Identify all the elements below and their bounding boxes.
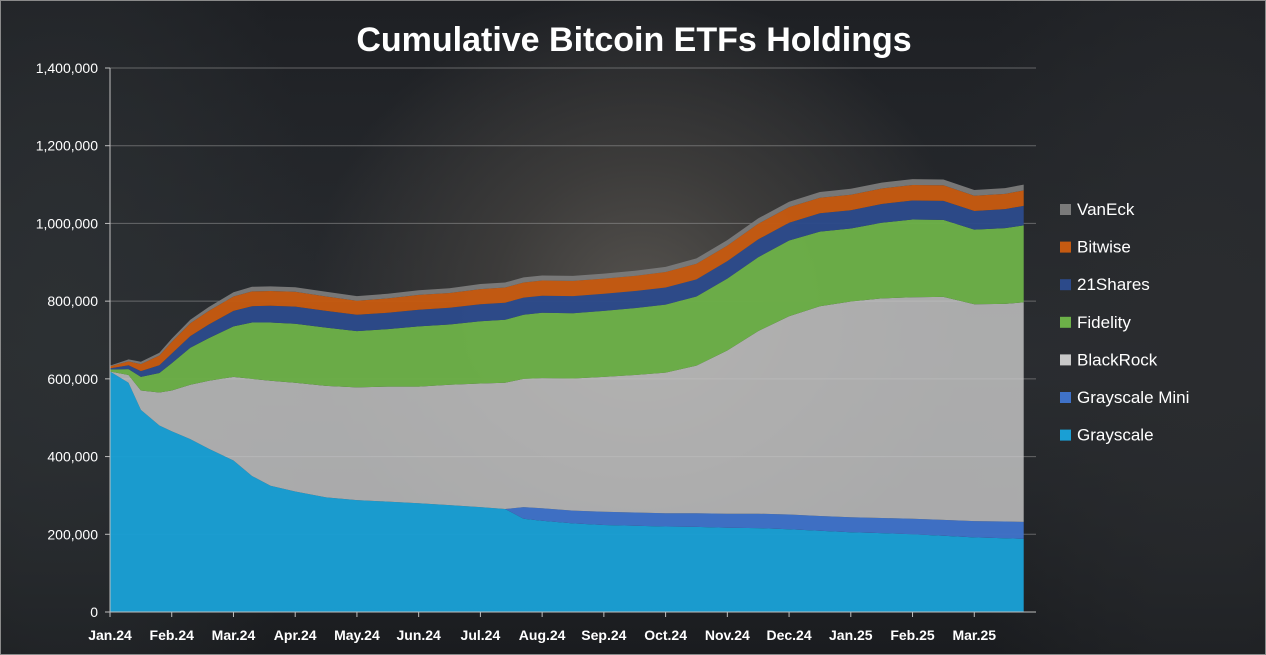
chart-title: Cumulative Bitcoin ETFs Holdings [356, 21, 911, 59]
legend-label-fidelity: Fidelity [1077, 313, 1131, 332]
x-tick-label: Jun.24 [396, 627, 441, 643]
x-tick-label: Nov.24 [705, 627, 750, 643]
legend-label-21shares: 21Shares [1077, 275, 1150, 294]
y-tick-label: 1,200,000 [36, 138, 98, 154]
x-tick-label: Aug.24 [519, 627, 566, 643]
y-tick-label: 400,000 [47, 449, 98, 465]
y-axis-tick-labels: 0 200,000 400,000 600,000 800,000 1,000,000 1,… [36, 60, 99, 620]
legend-label-grayscale-mini: Grayscale Mini [1077, 388, 1189, 407]
axes [105, 67, 1036, 617]
y-tick-label: 200,000 [47, 526, 98, 542]
x-tick-label: Apr.24 [274, 627, 317, 643]
area-series-fidelity [110, 219, 1024, 393]
legend-swatch-grayscale-mini [1060, 392, 1071, 403]
x-tick-label: Feb.24 [150, 627, 195, 643]
legend-swatch-grayscale [1060, 429, 1071, 441]
x-tick-label: Mar.25 [952, 627, 996, 643]
legend-label-grayscale: Grayscale [1077, 426, 1154, 445]
y-tick-label: 600,000 [47, 371, 98, 387]
x-tick-label: May.24 [334, 627, 380, 643]
area-series-layer [110, 179, 1024, 612]
area-series-21shares [110, 200, 1024, 377]
x-tick-label: Jul.24 [461, 627, 501, 643]
legend-swatch-21shares [1060, 279, 1071, 291]
legend: VanEck Bitwise 21Shares Fidelity BlackRock Gr… [1060, 200, 1189, 445]
legend-label-vaneck: VanEck [1077, 200, 1135, 219]
y-tick-label: 800,000 [47, 293, 98, 309]
x-tick-label: Jan.25 [829, 627, 873, 643]
x-tick-label: Oct.24 [644, 627, 687, 643]
area-series-blackrock [110, 296, 1024, 522]
x-tick-label: Sep.24 [581, 627, 626, 643]
y-tick-label: 0 [90, 604, 98, 620]
y-tick-label: 1,400,000 [36, 60, 98, 76]
legend-label-blackrock: BlackRock [1077, 350, 1158, 369]
legend-label-bitwise: Bitwise [1077, 238, 1131, 257]
x-tick-label: Jan.24 [88, 627, 132, 643]
legend-swatch-blackrock [1060, 354, 1071, 366]
x-tick-label: Mar.24 [212, 627, 256, 643]
x-tick-label: Feb.25 [890, 627, 935, 643]
x-tick-label: Dec.24 [766, 627, 811, 643]
legend-swatch-fidelity [1060, 316, 1071, 328]
legend-swatch-vaneck [1060, 204, 1071, 215]
x-axis-tick-labels: Jan.24 Feb.24 Mar.24 Apr.24 May.24 Jun.24 Jul.… [88, 627, 996, 643]
area-series-grayscale [110, 371, 1024, 612]
legend-swatch-bitwise [1060, 241, 1071, 253]
area-series-grayscale-mini [110, 371, 1024, 539]
y-tick-label: 1,000,000 [36, 215, 98, 231]
